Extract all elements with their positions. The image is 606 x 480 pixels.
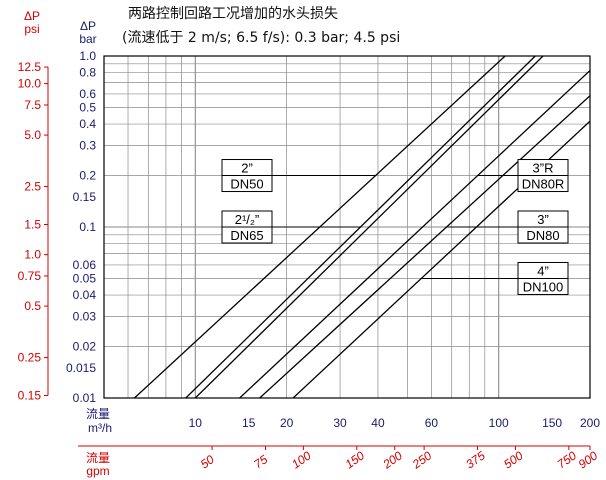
- psi-axis: 0.15 0.25 0.5 0.75 1.0 1.5 2.5 5.0 7.5 10.0 12.5: [18, 60, 49, 403]
- y-tick-label: 0.2: [79, 169, 96, 183]
- x-axis-ticks: 10 15 20 30 40 60 100 150 200: [189, 416, 601, 430]
- gpm-tick-label: 375: [463, 448, 488, 471]
- psi-tick-label: 7.5: [24, 98, 41, 112]
- y-tick-label: 0.015: [66, 361, 96, 375]
- x-tick-label: 40: [371, 416, 385, 430]
- y-tick-label: 0.05: [73, 271, 97, 285]
- series-label-dn: DN80: [526, 228, 559, 243]
- series-label-size: 2¹/₂”: [235, 212, 260, 227]
- y-tick-label: 0.02: [73, 340, 97, 354]
- series-label-size: 2”: [241, 161, 253, 176]
- series-label-dn: DN80R: [522, 177, 565, 192]
- gpm-tick-label: 150: [343, 448, 368, 471]
- psi-axis-symbol: ΔP: [24, 9, 40, 23]
- series-line: [239, 69, 590, 398]
- series-label-size: 3”R: [533, 161, 554, 176]
- psi-tick-label: 10.0: [18, 77, 42, 91]
- psi-tick-label: 0.5: [24, 299, 41, 313]
- y-tick-label: 0.5: [79, 100, 96, 114]
- x-axis-label-line2: m³/h: [88, 421, 112, 435]
- y-axis-ticks: 0.01 0.015 0.02 0.03 0.04 0.050.06 0.1 0.15 0.2 0…: [66, 49, 96, 405]
- x-axis-label-line1: 流量: [86, 407, 110, 421]
- series-label-size: 3”: [537, 212, 549, 227]
- y-tick-label: 0.03: [73, 309, 97, 323]
- x-tick-label: 150: [542, 416, 562, 430]
- y-tick-label: 0.8: [79, 66, 96, 80]
- series-label-dn: DN100: [523, 279, 563, 294]
- psi-tick-label: 0.75: [18, 269, 42, 283]
- x-tick-label: 60: [425, 416, 439, 430]
- y-tick-label: 0.15: [73, 190, 97, 204]
- y-tick-label: 0.1: [79, 220, 96, 234]
- series-line-clip: [239, 69, 590, 398]
- x-tick-label: 200: [580, 416, 600, 430]
- y-tick-label: 1.0: [79, 49, 96, 63]
- series-line: [194, 56, 544, 398]
- psi-tick-label: 1.5: [24, 218, 41, 232]
- psi-tick-label: 0.25: [18, 351, 42, 365]
- series-label-dn: DN65: [230, 228, 263, 243]
- gpm-axis-label-line2: gpm: [86, 464, 109, 478]
- gpm-tick-label: 100: [289, 448, 314, 471]
- y-tick-label: 0.4: [79, 117, 96, 131]
- x-tick-label: 30: [333, 416, 347, 430]
- gpm-tick-label: 250: [409, 448, 435, 472]
- series-label-dn: DN50: [230, 177, 263, 192]
- series-label-size: 4”: [537, 263, 549, 278]
- psi-axis-unit: psi: [24, 22, 39, 36]
- chart-subtitle: (流速低于 2 m/s; 6.5 f/s): 0.3 bar; 4.5 psi: [122, 30, 400, 46]
- y-tick-label: 0.01: [73, 391, 97, 405]
- gpm-tick-label: 50: [198, 452, 217, 471]
- y-tick-label: 0.6: [79, 87, 96, 101]
- x-tick-label: 10: [189, 416, 203, 430]
- gpm-tick-label: 200: [380, 448, 406, 472]
- psi-tick-label: 2.5: [24, 180, 41, 194]
- y-tick-label: 0.3: [79, 138, 96, 152]
- bar-axis-symbol: ΔP: [80, 19, 96, 33]
- psi-tick-label: 1.0: [24, 248, 41, 262]
- chart-title: 两路控制回路工况增加的水头损失: [128, 6, 338, 22]
- x-tick-label: 20: [280, 416, 294, 430]
- psi-tick-label: 0.15: [18, 389, 42, 403]
- x-tick-label: 15: [242, 416, 256, 430]
- y-tick-label: 0.06: [73, 258, 97, 272]
- psi-tick-label: 12.5: [18, 60, 42, 74]
- series-line-clip: [194, 56, 544, 398]
- gpm-axis-label-line1: 流量: [86, 451, 110, 465]
- bar-axis-unit: bar: [79, 32, 96, 46]
- y-tick-label: 0.04: [73, 288, 97, 302]
- gpm-tick-label: 900: [576, 448, 601, 471]
- plot-frame: [103, 55, 591, 399]
- gpm-tick-label: 75: [251, 452, 270, 471]
- x-tick-label: 100: [489, 416, 509, 430]
- gpm-tick-label: 500: [501, 448, 526, 471]
- psi-tick-label: 5.0: [24, 128, 41, 142]
